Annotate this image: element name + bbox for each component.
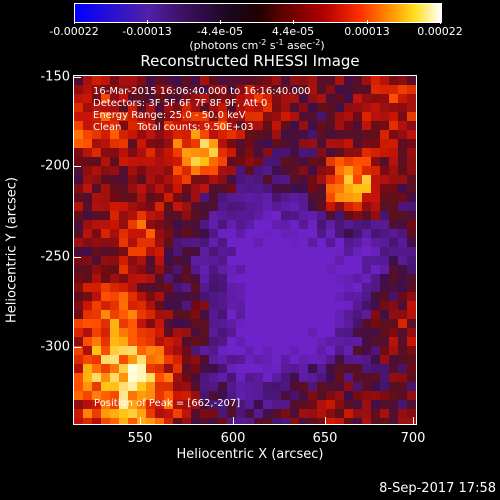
energy-range-label: Energy Range: 25.0 - 50.0 keV xyxy=(93,110,246,121)
units-text: (photons cm xyxy=(189,39,259,52)
y-tickmark xyxy=(73,77,81,78)
units-text: s xyxy=(266,39,276,52)
y-tick-label: -300 xyxy=(40,339,70,355)
colorbar-tick xyxy=(147,20,148,24)
x-tickmark xyxy=(140,417,141,425)
colorbar-label: -4.4e-05 xyxy=(196,25,244,38)
x-tickmark xyxy=(233,417,234,425)
y-tickmark xyxy=(73,257,81,258)
y-tick-label: -250 xyxy=(40,249,70,265)
units-text: asec xyxy=(283,39,313,52)
timestamp: 8-Sep-2017 17:58 xyxy=(379,481,496,496)
y-tickmark xyxy=(73,166,81,167)
colorbar-units: (photons cm-2 s-1 asec-2) xyxy=(189,38,324,52)
x-tick-label: 550 xyxy=(127,431,153,446)
x-tick-label: 600 xyxy=(220,431,246,446)
rhessi-image xyxy=(73,75,417,425)
colorbar-tick xyxy=(293,20,294,24)
y-tick-label: -200 xyxy=(40,158,70,174)
detectors-label: Detectors: 3F 5F 6F 7F 8F 9F, Att 0 xyxy=(93,98,268,109)
units-exponent: -1 xyxy=(275,38,284,47)
colorbar-label: -0.00013 xyxy=(122,25,172,38)
colorbar-tick xyxy=(367,20,368,24)
units-exponent: -2 xyxy=(258,38,267,47)
y-axis-label: Heliocentric Y (arcsec) xyxy=(4,177,20,323)
units-exponent: -2 xyxy=(312,38,321,47)
x-tickmark xyxy=(413,417,414,425)
colorbar-label: 0.00013 xyxy=(344,25,390,38)
clean-counts-label: Clean Total counts: 9.50E+03 xyxy=(93,122,254,133)
x-tick-label: 650 xyxy=(312,431,338,446)
x-axis-label: Heliocentric X (arcsec) xyxy=(176,447,324,462)
x-tick-label: 700 xyxy=(400,431,426,446)
colorbar-tick xyxy=(440,20,441,24)
colorbar-tick xyxy=(74,20,75,24)
colorbar xyxy=(74,3,442,23)
units-text: ) xyxy=(320,39,325,52)
image-map xyxy=(74,76,416,424)
colorbar-tick xyxy=(220,20,221,24)
x-tickmark xyxy=(325,417,326,425)
colorbar-label: -0.00022 xyxy=(49,25,99,38)
colorbar-label: 0.00022 xyxy=(417,25,463,38)
y-tick-label: -150 xyxy=(40,69,70,85)
y-tickmark xyxy=(73,347,81,348)
colorbar-label: 4.4e-05 xyxy=(271,25,315,38)
image-title: Reconstructed RHESSI Image xyxy=(140,52,360,70)
time-range-label: 16-Mar-2015 16:06:40.000 to 16:16:40.000 xyxy=(93,86,311,97)
peak-position-label: Position of Peak = [662,-207] xyxy=(94,398,241,409)
